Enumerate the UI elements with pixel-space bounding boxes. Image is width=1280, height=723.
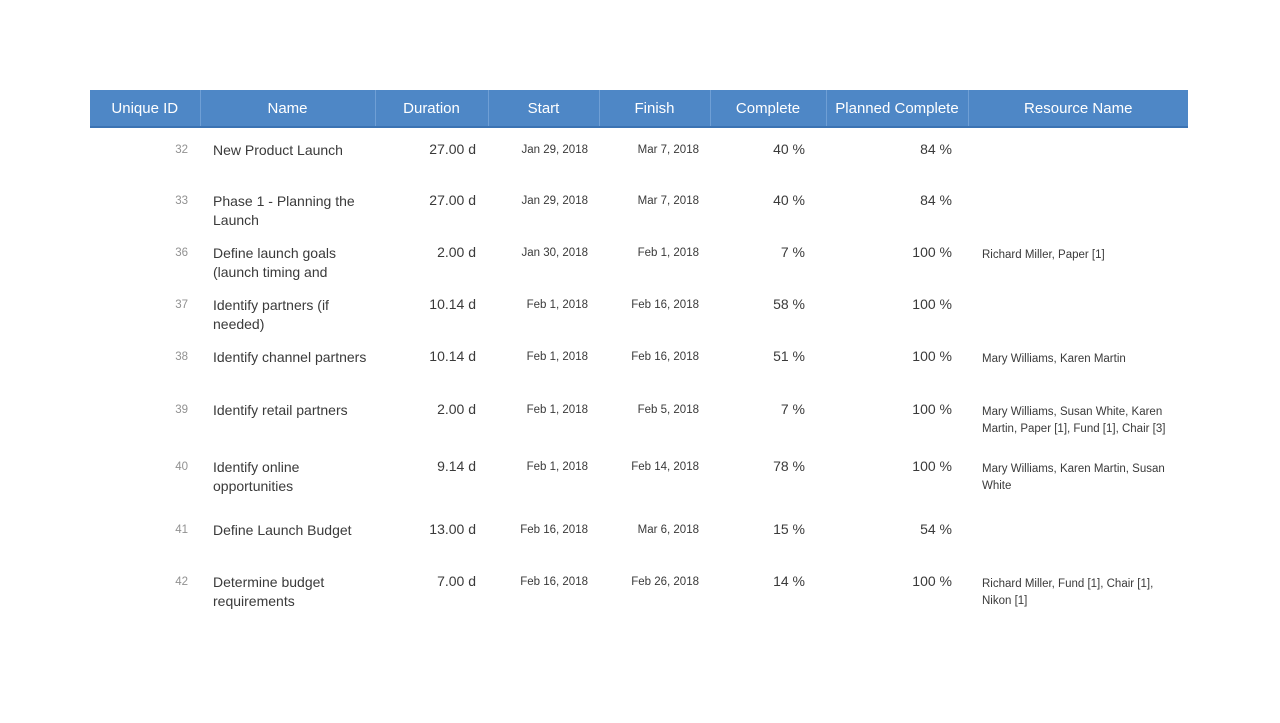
table-row-33: 33 Phase 1 - Planning the Launch 27.00 d Ja… bbox=[90, 179, 1188, 231]
cell-complete: 40 % bbox=[710, 127, 826, 179]
cell-resource-name bbox=[968, 508, 1188, 560]
cell-duration: 10.14 d bbox=[375, 283, 488, 335]
cell-unique-id: 40 bbox=[90, 445, 200, 508]
table-row-41: 41 Define Launch Budget 13.00 d Feb 16, 201… bbox=[90, 508, 1188, 560]
cell-start: Feb 1, 2018 bbox=[488, 283, 599, 335]
cell-name: Identify partners (if needed) bbox=[200, 283, 375, 335]
cell-complete: 58 % bbox=[710, 283, 826, 335]
cell-resource-name bbox=[968, 179, 1188, 231]
cell-planned-complete: 100 % bbox=[826, 388, 968, 445]
cell-start: Feb 1, 2018 bbox=[488, 388, 599, 445]
cell-unique-id: 33 bbox=[90, 179, 200, 231]
table-header-row: Unique ID Name Duration Start Finish Complete… bbox=[90, 90, 1188, 128]
cell-finish: Feb 5, 2018 bbox=[599, 388, 710, 445]
column-header-start: Start bbox=[488, 90, 600, 128]
cell-name: Phase 1 - Planning the Launch bbox=[200, 179, 375, 231]
cell-name: Identify retail partners bbox=[200, 388, 375, 445]
cell-start: Feb 16, 2018 bbox=[488, 508, 599, 560]
cell-complete: 78 % bbox=[710, 445, 826, 508]
table-row-42: 42 Determine budget requirements 7.00 d Feb… bbox=[90, 560, 1188, 622]
cell-planned-complete: 100 % bbox=[826, 231, 968, 283]
cell-name: Identify online opportunities bbox=[200, 445, 375, 508]
cell-resource-name: Mary Williams, Karen Martin, Susan White bbox=[968, 445, 1188, 508]
cell-unique-id: 41 bbox=[90, 508, 200, 560]
cell-name: Identify channel partners bbox=[200, 335, 375, 388]
cell-resource-name bbox=[968, 127, 1188, 179]
cell-finish: Feb 1, 2018 bbox=[599, 231, 710, 283]
cell-resource-name bbox=[968, 283, 1188, 335]
column-header-finish: Finish bbox=[599, 90, 711, 128]
cell-finish: Mar 7, 2018 bbox=[599, 127, 710, 179]
cell-finish: Mar 6, 2018 bbox=[599, 508, 710, 560]
cell-finish: Feb 14, 2018 bbox=[599, 445, 710, 508]
cell-complete: 40 % bbox=[710, 179, 826, 231]
cell-finish: Feb 26, 2018 bbox=[599, 560, 710, 622]
cell-planned-complete: 100 % bbox=[826, 335, 968, 388]
cell-planned-complete: 84 % bbox=[826, 127, 968, 179]
table-row-32: 32 New Product Launch 27.00 d Jan 29, 2018 M… bbox=[90, 127, 1188, 179]
table-row-36: 36 Define launch goals (launch timing and… bbox=[90, 231, 1188, 283]
cell-resource-name: Richard Miller, Fund [1], Chair [1], Nik… bbox=[968, 560, 1188, 622]
table-header: Unique ID Name Duration Start Finish Complete… bbox=[90, 90, 1188, 128]
cell-name: New Product Launch bbox=[200, 127, 375, 179]
cell-planned-complete: 100 % bbox=[826, 283, 968, 335]
cell-start: Jan 29, 2018 bbox=[488, 179, 599, 231]
cell-resource-name: Mary Williams, Karen Martin bbox=[968, 335, 1188, 388]
column-header-complete: Complete bbox=[710, 90, 827, 128]
cell-planned-complete: 100 % bbox=[826, 445, 968, 508]
cell-unique-id: 42 bbox=[90, 560, 200, 622]
column-header-unique-id: Unique ID bbox=[90, 90, 201, 128]
cell-start: Jan 30, 2018 bbox=[488, 231, 599, 283]
cell-unique-id: 32 bbox=[90, 127, 200, 179]
table-row-37: 37 Identify partners (if needed) 10.14 d Fe… bbox=[90, 283, 1188, 335]
cell-duration: 27.00 d bbox=[375, 127, 488, 179]
cell-planned-complete: 100 % bbox=[826, 560, 968, 622]
table-row-39: 39 Identify retail partners 2.00 d Feb 1, 2… bbox=[90, 388, 1188, 445]
cell-start: Jan 29, 2018 bbox=[488, 127, 599, 179]
cell-name: Define Launch Budget bbox=[200, 508, 375, 560]
cell-start: Feb 16, 2018 bbox=[488, 560, 599, 622]
column-header-name: Name bbox=[200, 90, 376, 128]
cell-planned-complete: 54 % bbox=[826, 508, 968, 560]
cell-name: Determine budget requirements bbox=[200, 560, 375, 622]
cell-duration: 27.00 d bbox=[375, 179, 488, 231]
cell-complete: 15 % bbox=[710, 508, 826, 560]
table-row-38: 38 Identify channel partners 10.14 d Feb 1,… bbox=[90, 335, 1188, 388]
cell-duration: 9.14 d bbox=[375, 445, 488, 508]
cell-finish: Feb 16, 2018 bbox=[599, 335, 710, 388]
project-task-table: Unique ID Name Duration Start Finish Complete… bbox=[90, 90, 1188, 622]
cell-duration: 2.00 d bbox=[375, 388, 488, 445]
cell-complete: 14 % bbox=[710, 560, 826, 622]
cell-complete: 7 % bbox=[710, 231, 826, 283]
cell-complete: 7 % bbox=[710, 388, 826, 445]
cell-start: Feb 1, 2018 bbox=[488, 335, 599, 388]
column-header-planned-complete: Planned Complete bbox=[826, 90, 969, 128]
cell-name: Define launch goals (launch timing and bbox=[200, 231, 375, 283]
table-body: 32 New Product Launch 27.00 d Jan 29, 2018 M… bbox=[90, 127, 1188, 622]
cell-duration: 2.00 d bbox=[375, 231, 488, 283]
cell-duration: 7.00 d bbox=[375, 560, 488, 622]
cell-resource-name: Richard Miller, Paper [1] bbox=[968, 231, 1188, 283]
cell-start: Feb 1, 2018 bbox=[488, 445, 599, 508]
cell-unique-id: 37 bbox=[90, 283, 200, 335]
column-header-resource-name: Resource Name bbox=[968, 90, 1188, 128]
cell-resource-name: Mary Williams, Susan White, Karen Martin… bbox=[968, 388, 1188, 445]
cell-unique-id: 38 bbox=[90, 335, 200, 388]
column-header-duration: Duration bbox=[375, 90, 489, 128]
cell-unique-id: 39 bbox=[90, 388, 200, 445]
table-row-40: 40 Identify online opportunities 9.14 d Feb… bbox=[90, 445, 1188, 508]
cell-unique-id: 36 bbox=[90, 231, 200, 283]
cell-finish: Feb 16, 2018 bbox=[599, 283, 710, 335]
cell-complete: 51 % bbox=[710, 335, 826, 388]
cell-duration: 10.14 d bbox=[375, 335, 488, 388]
cell-finish: Mar 7, 2018 bbox=[599, 179, 710, 231]
cell-duration: 13.00 d bbox=[375, 508, 488, 560]
cell-planned-complete: 84 % bbox=[826, 179, 968, 231]
